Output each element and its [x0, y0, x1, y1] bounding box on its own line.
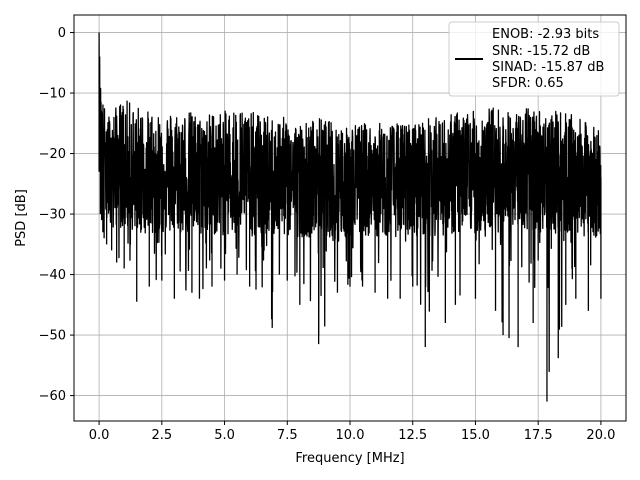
y-tick-label: −10 — [39, 87, 66, 102]
x-tick-label: 20.0 — [586, 428, 615, 443]
legend: ENOB: -2.93 bits SNR: -15.72 dB SINAD: -… — [448, 21, 620, 97]
legend-snr: SNR: -15.72 dB — [492, 44, 590, 59]
y-tick-label: −40 — [39, 268, 66, 283]
x-tick-label: 15.0 — [461, 428, 490, 443]
x-tick-label: 7.5 — [277, 428, 298, 443]
legend-enob: ENOB: -2.93 bits — [492, 27, 599, 42]
x-tick-label: 0.0 — [89, 428, 110, 443]
y-tick-label: 0 — [58, 26, 66, 41]
x-tick-label: 17.5 — [524, 428, 553, 443]
legend-box — [448, 21, 620, 97]
legend-sfdr: SFDR: 0.65 — [492, 76, 564, 91]
y-tick-label: −60 — [39, 389, 66, 404]
psd-line — [98, 32, 602, 402]
legend-sinad: SINAD: -15.87 dB — [492, 60, 604, 75]
x-tick-label: 5.0 — [214, 428, 235, 443]
y-tick-label: −50 — [39, 329, 66, 344]
x-tick-label: 2.5 — [151, 428, 172, 443]
x-tick-label: 10.0 — [336, 428, 365, 443]
y-ticks: 0 −10 −20 −30 −40 −50 −60 — [39, 26, 74, 404]
y-tick-label: −30 — [39, 208, 66, 223]
y-axis-label: PSD [dB] — [14, 189, 29, 247]
x-ticks: 0.0 2.5 5.0 7.5 10.0 12.5 15.0 17.5 20.0 — [89, 421, 615, 443]
y-tick-label: −20 — [39, 147, 66, 162]
psd-trace — [98, 32, 602, 402]
x-tick-label: 12.5 — [398, 428, 427, 443]
x-axis-label: Frequency [MHz] — [295, 451, 404, 466]
